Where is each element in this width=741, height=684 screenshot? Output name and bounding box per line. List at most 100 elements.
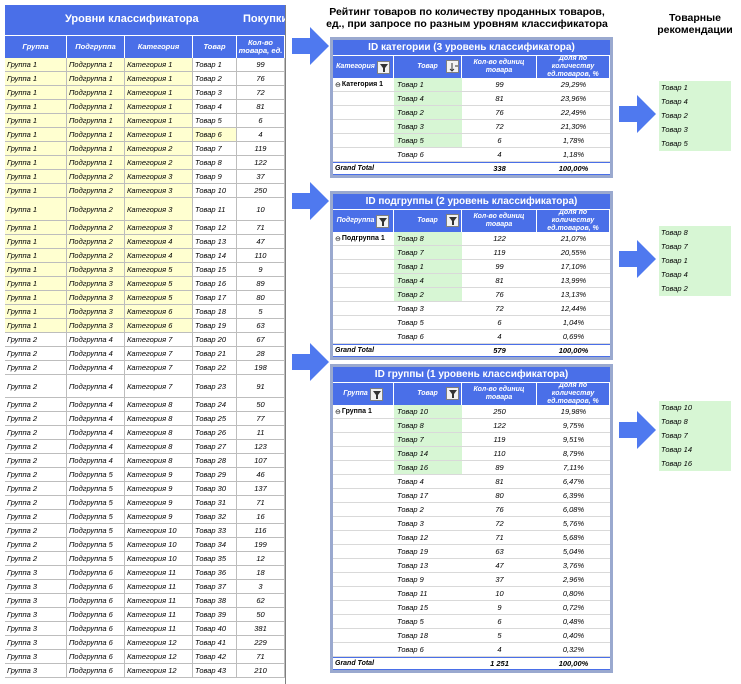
cell-quantity[interactable]: 50 <box>237 608 285 621</box>
cell-product[interactable]: Товар 35 <box>193 552 237 565</box>
cell-product[interactable]: Товар 25 <box>193 412 237 425</box>
pivot-cell-share[interactable]: 17,10% <box>560 262 587 271</box>
pivot-header-group[interactable]: Группа <box>333 383 394 405</box>
cell-group[interactable]: Группа 2 <box>5 454 67 467</box>
cell-group[interactable]: Группа 2 <box>5 361 67 374</box>
cell-product[interactable]: Товар 10 <box>193 184 237 197</box>
pivot-cell-share[interactable]: 22,49% <box>560 108 587 117</box>
cell-quantity[interactable]: 229 <box>237 636 285 649</box>
cell-group[interactable]: Группа 2 <box>5 524 67 537</box>
cell-product[interactable]: Товар 1 <box>193 58 237 71</box>
cell-subgroup[interactable]: Подгруппа 1 <box>67 72 125 85</box>
cell-category[interactable]: Категория 5 <box>125 277 193 290</box>
cell-subgroup[interactable]: Подгруппа 6 <box>67 650 125 663</box>
cell-quantity[interactable]: 12 <box>237 552 285 565</box>
filter-icon[interactable] <box>376 60 390 74</box>
cell-quantity[interactable]: 4 <box>237 128 285 141</box>
cell-product[interactable]: Товар 17 <box>193 291 237 304</box>
cell-group[interactable]: Группа 1 <box>5 72 67 85</box>
pivot-cell-qty[interactable]: 4 <box>497 150 502 159</box>
cell-group[interactable]: Группа 2 <box>5 440 67 453</box>
pivot-cell-qty[interactable]: 72 <box>495 122 504 131</box>
pivot-cell-product[interactable]: Товар 2 <box>394 288 462 301</box>
cell-category[interactable]: Категория 5 <box>125 263 193 276</box>
cell-group[interactable]: Группа 3 <box>5 608 67 621</box>
pivot-cell-product[interactable]: Товар 6 <box>397 150 424 159</box>
pivot-cell-share[interactable]: 5,76% <box>562 519 585 528</box>
cell-group[interactable]: Группа 2 <box>5 347 67 360</box>
recommendation-item[interactable]: Товар 4 <box>661 97 688 106</box>
cell-subgroup[interactable]: Подгруппа 2 <box>67 235 125 248</box>
cell-group[interactable]: Группа 1 <box>5 291 67 304</box>
cell-product[interactable]: Товар 29 <box>193 468 237 481</box>
cell-subgroup[interactable]: Подгруппа 1 <box>67 114 125 127</box>
cell-product[interactable]: Товар 39 <box>193 608 237 621</box>
cell-category[interactable]: Категория 7 <box>125 347 193 360</box>
cell-subgroup[interactable]: Подгруппа 2 <box>67 221 125 234</box>
pivot-cell-product[interactable]: Товар 2 <box>394 106 462 119</box>
cell-category[interactable]: Категория 7 <box>125 361 193 374</box>
pivot-cell-share[interactable]: 6,39% <box>562 491 585 500</box>
cell-group[interactable]: Группа 1 <box>5 249 67 262</box>
cell-subgroup[interactable]: Подгруппа 5 <box>67 496 125 509</box>
cell-category[interactable]: Категория 11 <box>125 580 193 593</box>
pivot-cell-product[interactable]: Товар 11 <box>397 589 428 598</box>
pivot-cell-qty[interactable]: 110 <box>493 449 506 458</box>
cell-product[interactable]: Товар 34 <box>193 538 237 551</box>
cell-quantity[interactable]: 80 <box>237 291 285 304</box>
cell-quantity[interactable]: 11 <box>237 426 285 439</box>
cell-product[interactable]: Товар 36 <box>193 566 237 579</box>
cell-quantity[interactable]: 107 <box>237 454 285 467</box>
cell-quantity[interactable]: 381 <box>237 622 285 635</box>
cell-quantity[interactable]: 10 <box>237 198 285 220</box>
cell-product[interactable]: Товар 33 <box>193 524 237 537</box>
pivot-cell-share[interactable]: 3,76% <box>562 561 585 570</box>
cell-group[interactable]: Группа 1 <box>5 142 67 155</box>
cell-product[interactable]: Товар 37 <box>193 580 237 593</box>
cell-subgroup[interactable]: Подгруппа 2 <box>67 198 125 220</box>
cell-category[interactable]: Категория 2 <box>125 142 193 155</box>
cell-category[interactable]: Категория 11 <box>125 608 193 621</box>
pivot-header-category[interactable]: Категория <box>333 56 394 78</box>
cell-quantity[interactable]: 67 <box>237 333 285 346</box>
cell-product[interactable]: Товар 11 <box>193 198 237 220</box>
cell-product[interactable]: Товар 12 <box>193 221 237 234</box>
pivot-cell-product[interactable]: Товар 14 <box>394 447 462 460</box>
pivot-cell-share[interactable]: 0,80% <box>562 589 585 598</box>
cell-subgroup[interactable]: Подгруппа 6 <box>67 622 125 635</box>
cell-product[interactable]: Товар 7 <box>193 142 237 155</box>
cell-product[interactable]: Товар 26 <box>193 426 237 439</box>
cell-subgroup[interactable]: Подгруппа 3 <box>67 263 125 276</box>
cell-category[interactable]: Категория 1 <box>125 128 193 141</box>
filter-icon[interactable] <box>369 387 383 401</box>
cell-quantity[interactable]: 110 <box>237 249 285 262</box>
recommendation-item[interactable]: Товар 8 <box>661 228 688 237</box>
collapse-icon[interactable]: ⊖ <box>335 81 341 89</box>
pivot-cell-share[interactable]: 1,18% <box>562 150 585 159</box>
pivot-cell-share[interactable]: 9,51% <box>562 435 585 444</box>
pivot-cell-product[interactable]: Товар 16 <box>394 461 462 474</box>
cell-quantity[interactable]: 63 <box>237 319 285 332</box>
cell-product[interactable]: Товар 4 <box>193 100 237 113</box>
cell-quantity[interactable]: 71 <box>237 221 285 234</box>
cell-quantity[interactable]: 72 <box>237 86 285 99</box>
cell-product[interactable]: Товар 41 <box>193 636 237 649</box>
cell-category[interactable]: Категория 11 <box>125 566 193 579</box>
cell-group[interactable]: Группа 2 <box>5 510 67 523</box>
pivot-cell-product[interactable]: Товар 5 <box>397 318 424 327</box>
recommendation-item[interactable]: Товар 1 <box>661 83 688 92</box>
cell-group[interactable]: Группа 3 <box>5 664 67 677</box>
pivot-cell-product[interactable]: Товар 4 <box>394 92 462 105</box>
cell-subgroup[interactable]: Подгруппа 5 <box>67 468 125 481</box>
cell-subgroup[interactable]: Подгруппа 4 <box>67 347 125 360</box>
cell-category[interactable]: Категория 1 <box>125 58 193 71</box>
cell-category[interactable]: Категория 8 <box>125 412 193 425</box>
col-header-quantity[interactable]: Кол-во товара, ед. <box>237 36 285 58</box>
recommendation-item[interactable]: Товар 10 <box>661 403 693 412</box>
pivot-cell-qty[interactable]: 72 <box>495 304 504 313</box>
cell-group[interactable]: Группа 3 <box>5 636 67 649</box>
cell-group[interactable]: Группа 2 <box>5 398 67 411</box>
cell-group[interactable]: Группа 2 <box>5 496 67 509</box>
recommendation-item[interactable]: Товар 2 <box>661 284 688 293</box>
cell-category[interactable]: Категория 3 <box>125 184 193 197</box>
